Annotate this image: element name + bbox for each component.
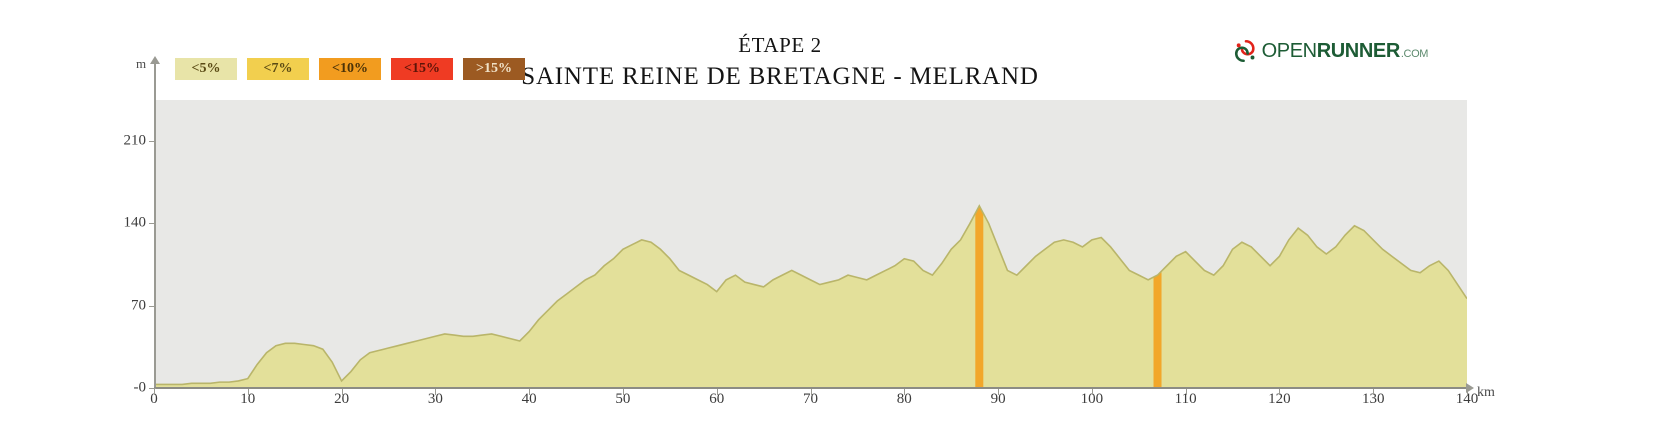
logo-text: OPEN RUNNER .COM xyxy=(1262,40,1428,63)
y-tick-mark xyxy=(149,306,156,307)
legend-item-over-15: >15% xyxy=(463,58,525,80)
page-subtitle: SAINTE REINE DE BRETAGNE - MELRAND xyxy=(420,60,1140,94)
legend-item-under-10: <10% xyxy=(319,58,381,80)
logo-open: OPEN xyxy=(1262,40,1317,63)
gradient-legend: <5% <7% <10% <15% >15% xyxy=(175,58,525,80)
legend-item-under-5: <5% xyxy=(175,58,237,80)
x-tick-mark xyxy=(154,389,155,395)
chart-title-block: ÉTAPE 2 SAINTE REINE DE BRETAGNE - MELRA… xyxy=(420,30,1140,94)
x-tick-mark xyxy=(623,389,624,395)
logo-com: .COM xyxy=(1401,48,1428,60)
x-tick-mark xyxy=(904,389,905,395)
elevation-profile-page: <5% <7% <10% <15% >15% ÉTAPE 2 SAINTE RE… xyxy=(0,0,1680,445)
legend-label: >15% xyxy=(476,61,512,77)
legend-label: <5% xyxy=(192,61,221,77)
x-tick-mark xyxy=(1186,389,1187,395)
x-tick-mark xyxy=(342,389,343,395)
legend-label: <10% xyxy=(332,61,368,77)
page-title: ÉTAPE 2 xyxy=(420,30,1140,60)
logo-runner: RUNNER xyxy=(1317,40,1400,63)
x-tick-mark xyxy=(435,389,436,395)
y-tick-mark xyxy=(149,141,156,142)
x-tick-mark xyxy=(1279,389,1280,395)
x-tick-mark xyxy=(998,389,999,395)
openrunner-swirl-icon xyxy=(1233,38,1259,64)
legend-item-under-7: <7% xyxy=(247,58,309,80)
x-tick-mark xyxy=(1092,389,1093,395)
legend-item-under-15: <15% xyxy=(391,58,453,80)
x-tick-mark xyxy=(1467,389,1468,395)
x-tick-mark xyxy=(248,389,249,395)
x-tick-mark xyxy=(811,389,812,395)
x-tick-mark xyxy=(717,389,718,395)
legend-label: <15% xyxy=(404,61,440,77)
y-tick-mark xyxy=(149,223,156,224)
x-tick-mark xyxy=(1373,389,1374,395)
y-tick-mark xyxy=(149,388,156,389)
legend-label: <7% xyxy=(264,61,293,77)
openrunner-logo[interactable]: OPEN RUNNER .COM xyxy=(1233,38,1428,64)
x-tick-mark xyxy=(529,389,530,395)
